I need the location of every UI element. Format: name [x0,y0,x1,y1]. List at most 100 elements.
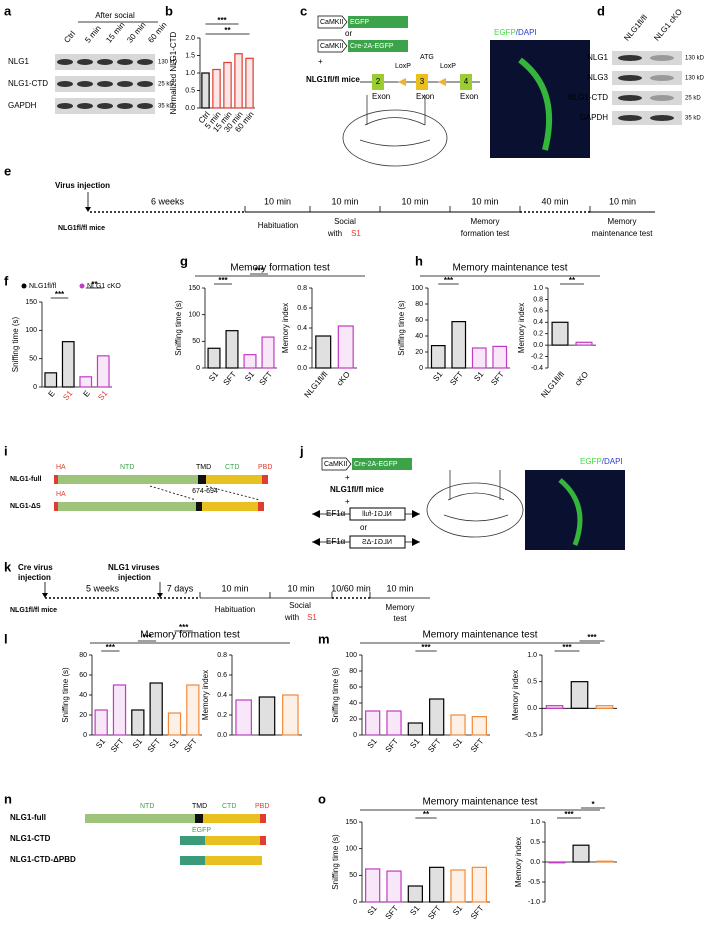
y-tick-label: 50 [192,338,200,345]
significance-label: *** [179,623,189,632]
y-axis-label: Memory index [511,670,520,720]
or-label: or [345,29,352,38]
chart-title: Memory formation test [230,263,330,274]
domain-ctd [205,836,260,845]
bar [386,710,402,736]
y-tick-label: 0 [419,365,423,372]
timeline-start: Cre virus [18,563,53,572]
y-axis-label: Normalized NLG1-CTD [169,31,178,114]
bar [315,335,332,369]
exon-number: 4 [464,77,469,86]
construct-label: NLG1-full [10,813,46,822]
bar [131,709,145,736]
y-tick-label: 0.0 [185,105,195,112]
image-label: EGFP/DAPI [580,457,623,466]
brain-sketch-j [426,470,524,538]
x-tick-label: S1 [94,736,108,750]
promoter-label: EF1α [326,509,346,518]
x-tick-label: cKO [573,370,590,388]
significance-label: ** [224,26,231,35]
marker-label: 130 kD [685,56,705,62]
y-tick-label: 20 [349,716,357,723]
arrowhead [157,593,163,598]
y-tick-label: 0.8 [217,652,227,659]
domain-ntd [85,814,195,823]
image-c [490,40,590,158]
y-tick-label: 0 [196,365,200,372]
significance-label: ** [569,276,576,285]
domain-label: HA [56,491,66,498]
x-tick-label: SFT [426,904,443,921]
panel-letter: f [4,273,9,288]
blot-band [117,59,133,65]
exon-label: Exon [460,92,478,101]
timeline-label: S1 [307,613,317,622]
y-axis-label: Sniffing time (s) [174,300,183,356]
bar [572,844,590,863]
bar [282,694,299,736]
chart-title: Memory maintenance test [422,797,537,808]
y-tick-label: 0.2 [217,712,227,719]
panel-letter: c [300,3,307,18]
y-axis-label: Sniffing time (s) [331,667,340,723]
y-tick-label: 80 [415,301,423,308]
segment-label: 10 min [287,583,314,593]
bar [450,714,466,736]
blot-band [97,81,113,87]
domain-ntd [58,502,196,511]
gene-label-flipped: NLG1-full [362,511,392,518]
timeline-label: test [394,614,408,623]
timeline-label: with [327,229,342,238]
domain-ctd [206,475,262,484]
y-tick-label: 0.8 [297,285,307,292]
significance-label: *** [142,633,152,642]
bar [207,347,221,369]
bar [149,682,163,736]
timeline-start: NLG1 viruses [108,563,160,572]
y-axis-label: Memory index [514,837,523,887]
y-tick-label: 60 [349,684,357,691]
blot-band [618,75,642,81]
timeline-label: Memory [386,603,415,612]
panel-letter: l [4,631,8,646]
panel-letter: i [4,443,8,458]
significance-label: *** [106,643,116,652]
x-tick-label: S1 [408,736,422,750]
y-tick-label: 80 [349,668,357,675]
significance-label: *** [218,276,228,285]
y-tick-label: 20 [415,349,423,356]
bar [61,341,75,388]
y-tick-label: 0.8 [533,296,543,303]
itr [412,510,420,518]
range-label: 674-694 [192,488,218,495]
y-tick-label: 0.6 [217,672,227,679]
panel-letter: e [4,163,11,178]
bar [471,347,487,369]
timeline-start: injection [18,573,51,582]
domain-tmd [198,475,206,484]
blot-strip [612,51,682,65]
timeline-label: maintenance test [592,229,654,238]
panel-letter: a [4,3,12,18]
y-tick-label: 1.0 [530,819,540,826]
segment-label: 10 min [401,196,428,206]
blot-band [97,59,113,65]
chart-title: Memory maintenance test [422,630,537,641]
lane-label: 60 min [146,20,168,44]
y-tick-label: 100 [411,285,423,292]
mouse-label: NLG1fl/fl mice [330,485,384,494]
panel-letter: j [299,443,304,458]
marker-label: 130 kD [685,76,705,82]
x-tick-label: E [82,389,92,399]
domain-tmd [195,814,203,823]
domain-ctd [202,502,258,511]
domain-ctd [203,814,260,823]
marker-label: 130 kD [158,60,178,66]
chart-title: Memory maintenance test [452,263,567,274]
timeline-label: S1 [351,229,361,238]
lane-label: NLG1 cKO [652,7,684,42]
y-tick-label: 100 [345,846,357,853]
segment-label: 10 min [221,583,248,593]
panel-letter: n [4,791,12,806]
y-axis-label: Sniffing time (s) [397,300,406,356]
